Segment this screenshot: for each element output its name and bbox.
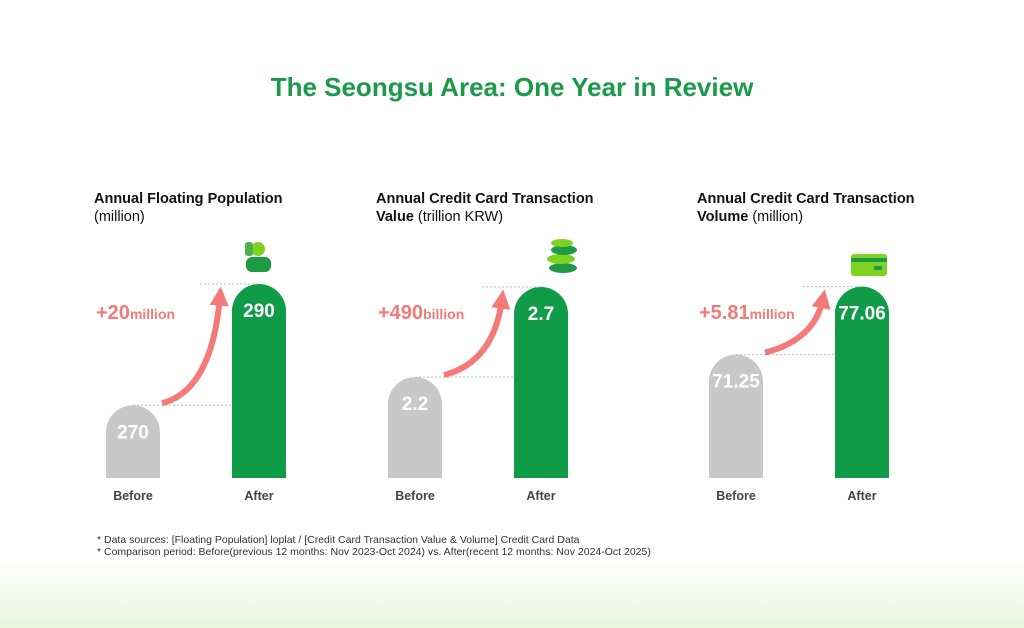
note: * Comparison period: Before(previous 12 … [97, 546, 651, 558]
x-tick-label: Before [716, 489, 756, 503]
x-tick-label: Before [395, 489, 435, 503]
note: * Data sources: [Floating Population] lo… [97, 534, 580, 546]
growth-arrow [443, 289, 511, 379]
page-title: The Seongsu Area: One Year in Review [270, 72, 754, 102]
growth-arrow [764, 289, 831, 356]
x-tick-label: After [526, 489, 555, 503]
value-label: 2.2 [402, 394, 428, 415]
chart-unit: (million) [752, 209, 804, 225]
bar [835, 286, 889, 478]
value-label: 270 [117, 422, 149, 443]
value-label: 2.7 [528, 304, 554, 325]
bar [514, 287, 568, 478]
annotation-unit: million [750, 306, 795, 322]
person-icon [245, 242, 271, 272]
bar [106, 405, 160, 478]
annotation-value: +5.81 [699, 302, 750, 324]
chart-unit: (trillion KRW) [417, 209, 504, 225]
annotation-value: +20 [96, 302, 130, 324]
annotation-value: +490 [378, 302, 423, 324]
chart-title: Annual Credit Card Transaction Volume [697, 191, 915, 225]
chart-title-block: Annual Floating Population (million) [94, 190, 336, 226]
coins-icon [547, 239, 577, 273]
notes: * Data sources: [Floating Population] lo… [97, 534, 651, 558]
x-tick-label: Before [113, 489, 153, 503]
annotation: +20million [96, 302, 175, 324]
x-tick-label: After [244, 489, 273, 503]
chart-title: Annual Floating Population [94, 191, 283, 207]
annotation: +490billion [378, 302, 464, 324]
bar [388, 377, 442, 478]
card-icon [851, 254, 887, 276]
annotation: +5.81million [699, 302, 795, 324]
bar [232, 284, 286, 478]
chart-title: Annual Credit Card Transaction Value [376, 191, 594, 225]
chart-title-block: Annual Credit Card Transaction Volume (m… [697, 190, 939, 226]
value-label: 71.25 [712, 372, 760, 393]
bar [709, 354, 763, 478]
annotation-unit: billion [423, 306, 464, 322]
x-tick-label: After [847, 489, 876, 503]
chart-title-block: Annual Credit Card Transaction Value (tr… [376, 190, 618, 226]
value-label: 77.06 [838, 304, 886, 325]
annotation-unit: million [130, 306, 175, 322]
value-label: 290 [243, 301, 275, 322]
growth-arrow [161, 286, 229, 407]
chart-unit: (million) [94, 209, 145, 225]
